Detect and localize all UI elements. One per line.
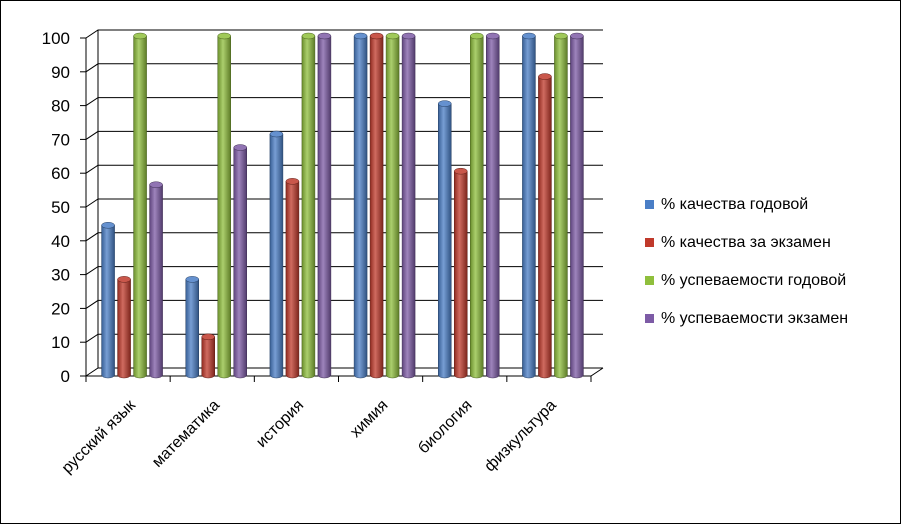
bar bbox=[117, 276, 131, 379]
bar bbox=[185, 276, 199, 379]
y-tick-label: 10 bbox=[51, 333, 70, 352]
bar bbox=[233, 144, 247, 379]
legend-item: % качества за экзамен bbox=[645, 234, 831, 251]
bar bbox=[470, 32, 484, 379]
y-tick-label: 90 bbox=[51, 63, 70, 82]
x-axis-labels: русский язык математика история химия биолог… bbox=[59, 396, 560, 477]
bar bbox=[522, 32, 536, 379]
legend-label: % качества годовой bbox=[661, 196, 808, 213]
legend: % качества годовой % качества за экзамен%… bbox=[645, 196, 848, 327]
y-tick-label: 50 bbox=[51, 198, 70, 217]
x-tick-label: русский язык bbox=[59, 396, 140, 477]
bar bbox=[369, 32, 384, 379]
legend-item: % успеваемости годовой bbox=[645, 272, 846, 289]
bar bbox=[554, 32, 568, 379]
bar bbox=[301, 32, 316, 379]
bars bbox=[101, 32, 584, 379]
legend-label: % качества за экзамен bbox=[661, 234, 831, 251]
bar bbox=[133, 32, 147, 379]
legend-swatch bbox=[645, 200, 654, 209]
bar bbox=[385, 32, 400, 379]
legend-label: % успеваемости экзамен bbox=[661, 310, 848, 327]
y-axis-ticks: 0 10 20 30 40 50 60 70 80 90 100 bbox=[42, 29, 86, 386]
bar bbox=[269, 130, 284, 379]
bar bbox=[149, 181, 163, 379]
bar bbox=[570, 32, 584, 379]
bar bbox=[401, 32, 416, 379]
legend-swatch bbox=[645, 276, 654, 285]
y-tick-label: 20 bbox=[51, 299, 70, 318]
bar bbox=[486, 32, 500, 379]
y-tick-label: 70 bbox=[51, 130, 70, 149]
legend-swatch bbox=[645, 238, 654, 247]
legend-item: % качества годовой bbox=[645, 196, 808, 213]
y-tick-label: 30 bbox=[51, 266, 70, 285]
x-tick-label: история bbox=[253, 397, 307, 451]
bar bbox=[438, 100, 452, 379]
x-tick-label: химия bbox=[347, 397, 391, 441]
y-tick-label: 100 bbox=[42, 29, 70, 48]
x-tick-label: биология bbox=[415, 397, 475, 457]
bar bbox=[101, 222, 115, 379]
bar bbox=[317, 32, 332, 379]
y-tick-label: 40 bbox=[51, 232, 70, 251]
bar bbox=[285, 178, 300, 379]
y-tick-label: 60 bbox=[51, 164, 70, 183]
bar bbox=[217, 32, 231, 379]
legend-item: % успеваемости экзамен bbox=[645, 310, 848, 327]
y-tick-label: 0 bbox=[61, 367, 70, 386]
legend-label: % успеваемости годовой bbox=[661, 272, 846, 289]
bar bbox=[353, 32, 368, 379]
x-tick-label: физкультура bbox=[481, 397, 559, 475]
x-tick-label: математика bbox=[149, 397, 223, 471]
bar bbox=[454, 167, 468, 379]
bar bbox=[201, 333, 215, 379]
legend-swatch bbox=[645, 314, 654, 323]
y-tick-label: 80 bbox=[51, 97, 70, 116]
bar bbox=[538, 73, 552, 379]
